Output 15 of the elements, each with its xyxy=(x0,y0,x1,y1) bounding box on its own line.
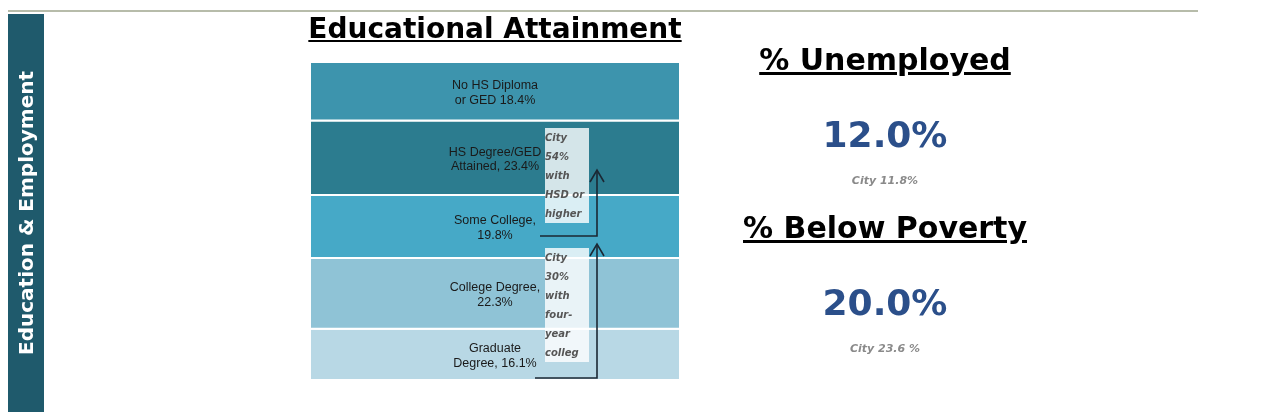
data-label: College Degree, 22.3% xyxy=(449,280,541,309)
chart-title: Educational Attainment xyxy=(307,12,683,45)
text: Education & Employment xyxy=(14,71,38,355)
data-label: HS Degree/GED Attained, 23.4% xyxy=(448,144,542,174)
text: City 23.6 % xyxy=(848,342,922,355)
text: 20.0% xyxy=(821,282,949,323)
data-label: No HS Diploma or GED 18.4% xyxy=(451,78,539,107)
data-label: Graduate Degree, 16.1% xyxy=(453,341,537,370)
text: City 11.8% xyxy=(850,174,920,187)
annotation: City 54% with HSD or higher xyxy=(545,128,589,223)
text: 12.0% xyxy=(821,114,949,155)
data-label: Some College, 19.8% xyxy=(454,213,536,242)
annotation: City 30% with four-year colleg xyxy=(545,248,589,362)
text: % Below Poverty xyxy=(742,210,1028,245)
text: % Unemployed xyxy=(758,42,1012,77)
